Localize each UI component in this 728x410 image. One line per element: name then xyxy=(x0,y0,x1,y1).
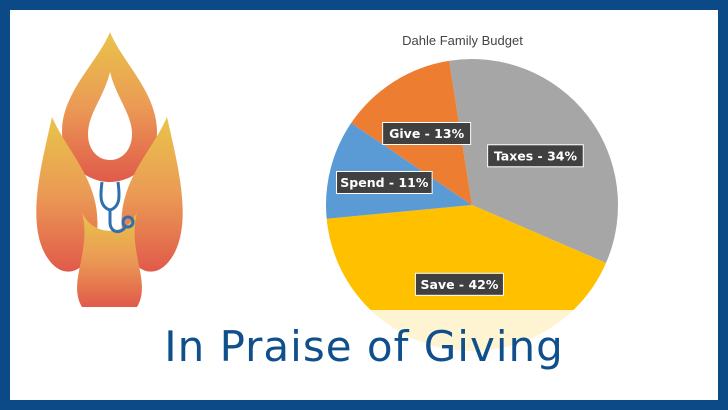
headline: In Praise of Giving xyxy=(164,322,564,371)
budget-pie-chart: Taxes - 34% Save - 42% Spend - 11% Give - 1… xyxy=(326,59,618,351)
flame-inner-icon xyxy=(88,72,132,160)
pie-slices xyxy=(326,59,618,351)
data-label-bg-taxes xyxy=(487,144,584,168)
pie-labels: Taxes - 34% Save - 42% Spend - 11% Give - 1… xyxy=(336,122,584,296)
chart-title: Dahle Family Budget xyxy=(402,33,523,48)
data-label-give: Give - 13% xyxy=(389,126,464,141)
data-label-save: Save - 42% xyxy=(421,277,499,292)
stethoscope-icon xyxy=(99,181,128,233)
data-label-bg-spend xyxy=(336,170,433,194)
flame-stethoscope-logo xyxy=(36,32,183,307)
data-label-bg-give xyxy=(382,122,472,146)
data-label-spend: Spend - 11% xyxy=(340,175,429,190)
data-label-bg-save xyxy=(414,272,504,296)
flame-left-icon xyxy=(36,117,98,272)
headline-band xyxy=(10,310,718,400)
data-label-taxes: Taxes - 34% xyxy=(494,148,578,163)
pie-slice-spend xyxy=(326,122,472,219)
image-frame: Dahle Family Budget Taxes - 34% Save - 42… xyxy=(10,10,718,400)
flame-right-icon xyxy=(121,117,183,272)
flame-base-icon xyxy=(77,212,142,307)
